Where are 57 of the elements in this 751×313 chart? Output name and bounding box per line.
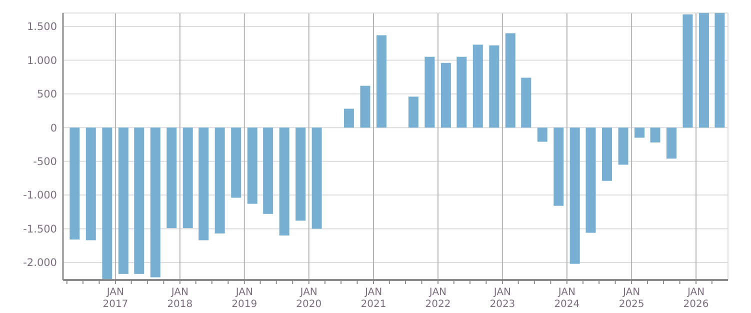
bar — [586, 128, 596, 233]
bar — [279, 128, 290, 236]
bar — [198, 128, 209, 240]
bar — [263, 128, 274, 214]
bar — [231, 128, 242, 198]
y-tick-label: 1.500 — [26, 21, 57, 34]
bar — [166, 128, 177, 228]
x-tick-label: JAN 2022 — [425, 287, 451, 310]
bar — [102, 128, 112, 280]
x-tick-label: JAN 2026 — [683, 287, 709, 310]
y-tick-label: -1.000 — [23, 190, 57, 202]
y-tick-label: 1.000 — [26, 54, 57, 67]
x-tick-label: JAN 2017 — [102, 287, 128, 310]
x-tick-label: JAN 2023 — [490, 287, 516, 310]
bar — [634, 128, 645, 138]
bar — [70, 128, 80, 240]
bar — [150, 128, 160, 278]
bar — [344, 108, 354, 128]
x-tick-label: JAN 2025 — [618, 287, 644, 310]
bar — [182, 128, 193, 228]
x-tick-label: JAN 2024 — [554, 287, 580, 310]
bar — [214, 128, 225, 234]
bar — [312, 128, 322, 229]
y-tick-label: 0 — [50, 122, 57, 134]
bar — [714, 13, 725, 128]
x-tick-label: JAN 2020 — [296, 287, 322, 310]
y-tick-label: -1.500 — [23, 223, 57, 236]
y-tick-label: -500 — [33, 156, 57, 168]
bar — [472, 44, 483, 128]
bar — [570, 128, 580, 264]
bar — [554, 128, 564, 206]
bar — [650, 128, 660, 142]
bar — [456, 56, 467, 128]
x-tick-label: JAN 2021 — [360, 287, 386, 310]
bar — [666, 128, 676, 159]
bar — [682, 14, 693, 128]
bar — [521, 78, 532, 128]
bar — [376, 35, 386, 128]
bar — [86, 128, 96, 240]
bar — [505, 33, 516, 128]
x-tick-label: JAN 2019 — [232, 287, 258, 310]
bar — [602, 128, 612, 181]
bar — [537, 128, 548, 142]
bar — [489, 45, 500, 128]
bar — [440, 62, 451, 128]
bar — [424, 56, 435, 128]
bar — [118, 128, 128, 274]
y-tick-label: -2.000 — [23, 257, 57, 270]
bar — [408, 96, 418, 128]
bar — [360, 86, 370, 128]
bar — [247, 128, 258, 204]
y-tick-label: 500 — [36, 88, 57, 101]
bar — [618, 128, 628, 165]
bar — [134, 128, 144, 274]
bar — [698, 13, 709, 128]
x-tick-label: JAN 2018 — [167, 287, 193, 310]
bar — [296, 128, 306, 221]
